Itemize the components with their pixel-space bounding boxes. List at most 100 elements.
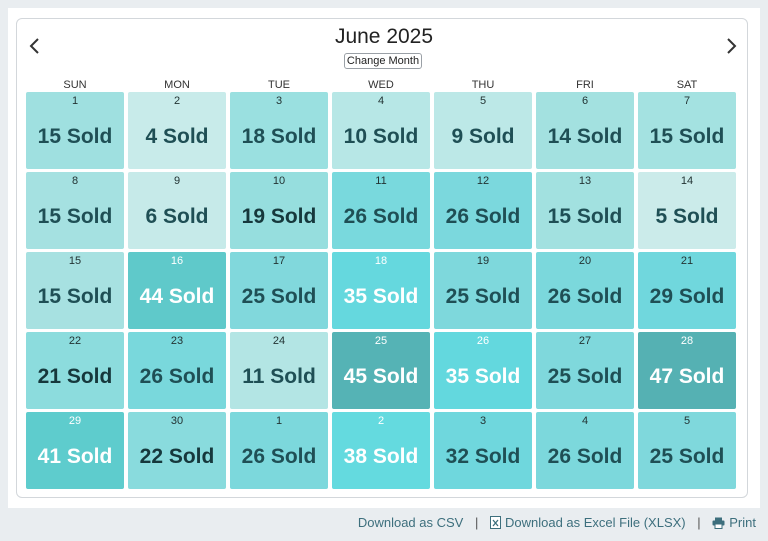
sold-count: 26 Sold bbox=[241, 445, 317, 468]
day-cell[interactable]: 15 15 Sold bbox=[26, 252, 124, 329]
sold-count: 15 Sold bbox=[37, 125, 113, 148]
sold-count: 26 Sold bbox=[445, 205, 521, 228]
download-xlsx-label: Download as Excel File (XLSX) bbox=[504, 515, 686, 530]
sold-count: 21 Sold bbox=[37, 365, 113, 388]
sold-count: 15 Sold bbox=[649, 125, 725, 148]
day-number: 6 bbox=[581, 95, 589, 107]
day-number: 13 bbox=[578, 175, 592, 187]
printer-icon bbox=[712, 517, 725, 529]
day-number: 7 bbox=[683, 95, 691, 107]
day-number: 4 bbox=[377, 95, 385, 107]
day-number: 15 bbox=[68, 255, 82, 267]
day-cell[interactable]: 24 11 Sold bbox=[230, 332, 328, 409]
day-cell[interactable]: 22 21 Sold bbox=[26, 332, 124, 409]
day-cell[interactable]: 12 26 Sold bbox=[434, 172, 532, 249]
day-cell[interactable]: 28 47 Sold bbox=[638, 332, 736, 409]
day-cell[interactable]: 4 10 Sold bbox=[332, 92, 430, 169]
weekday-label: SUN bbox=[63, 79, 87, 91]
day-cell[interactable]: 23 26 Sold bbox=[128, 332, 226, 409]
day-number: 3 bbox=[275, 95, 283, 107]
weekday-label: WED bbox=[368, 79, 394, 91]
day-cell[interactable]: 1 15 Sold bbox=[26, 92, 124, 169]
day-number: 29 bbox=[68, 415, 82, 427]
weekday-label: SAT bbox=[676, 79, 698, 91]
print-link[interactable]: Print bbox=[712, 515, 756, 530]
day-cell[interactable]: 30 22 Sold bbox=[128, 412, 226, 489]
day-number: 22 bbox=[68, 335, 82, 347]
print-label: Print bbox=[729, 515, 756, 530]
day-cell[interactable]: 19 25 Sold bbox=[434, 252, 532, 329]
sold-count: 15 Sold bbox=[547, 205, 623, 228]
day-number: 1 bbox=[275, 415, 283, 427]
day-cell[interactable]: 3 18 Sold bbox=[230, 92, 328, 169]
day-cell[interactable]: 2 4 Sold bbox=[128, 92, 226, 169]
next-month-button[interactable] bbox=[723, 36, 739, 56]
day-cell[interactable]: 4 26 Sold bbox=[536, 412, 634, 489]
day-number: 23 bbox=[170, 335, 184, 347]
sold-count: 32 Sold bbox=[445, 445, 521, 468]
chevron-right-icon bbox=[727, 38, 737, 54]
day-number: 24 bbox=[272, 335, 286, 347]
sold-count: 15 Sold bbox=[37, 205, 113, 228]
day-cell[interactable]: 2 38 Sold bbox=[332, 412, 430, 489]
download-csv-link[interactable]: Download as CSV bbox=[357, 515, 464, 530]
export-toolbar: Download as CSV | Download as Excel File… bbox=[358, 514, 756, 532]
weekday-label: MON bbox=[164, 79, 190, 91]
day-number: 10 bbox=[272, 175, 286, 187]
day-cell[interactable]: 11 26 Sold bbox=[332, 172, 430, 249]
weekday-label: TUE bbox=[268, 79, 290, 91]
day-cell[interactable]: 25 45 Sold bbox=[332, 332, 430, 409]
weekday-label: THU bbox=[471, 79, 495, 91]
day-cell[interactable]: 21 29 Sold bbox=[638, 252, 736, 329]
day-number: 11 bbox=[375, 175, 387, 187]
day-cell[interactable]: 13 15 Sold bbox=[536, 172, 634, 249]
sold-count: 45 Sold bbox=[343, 365, 419, 388]
day-number: 2 bbox=[377, 415, 385, 427]
day-cell[interactable]: 14 5 Sold bbox=[638, 172, 736, 249]
day-cell[interactable]: 29 41 Sold bbox=[26, 412, 124, 489]
sold-count: 22 Sold bbox=[139, 445, 215, 468]
day-number: 9 bbox=[173, 175, 181, 187]
change-month-button[interactable]: Change Month bbox=[344, 53, 422, 69]
download-xlsx-link[interactable]: Download as Excel File (XLSX) bbox=[489, 515, 686, 530]
day-cell[interactable]: 5 25 Sold bbox=[638, 412, 736, 489]
chevron-left-icon bbox=[29, 38, 39, 54]
day-number: 5 bbox=[683, 415, 691, 427]
sold-count: 25 Sold bbox=[547, 365, 623, 388]
sold-count: 5 Sold bbox=[655, 205, 719, 228]
day-number: 30 bbox=[170, 415, 184, 427]
day-number: 16 bbox=[170, 255, 184, 267]
sold-count: 26 Sold bbox=[139, 365, 215, 388]
sold-count: 18 Sold bbox=[241, 125, 317, 148]
sold-count: 10 Sold bbox=[343, 125, 419, 148]
day-cell[interactable]: 5 9 Sold bbox=[434, 92, 532, 169]
day-cell[interactable]: 20 26 Sold bbox=[536, 252, 634, 329]
day-number: 8 bbox=[71, 175, 79, 187]
sold-count: 14 Sold bbox=[547, 125, 623, 148]
day-cell[interactable]: 17 25 Sold bbox=[230, 252, 328, 329]
day-cell[interactable]: 6 14 Sold bbox=[536, 92, 634, 169]
day-number: 21 bbox=[680, 255, 694, 267]
day-number: 27 bbox=[578, 335, 592, 347]
day-cell[interactable]: 1 26 Sold bbox=[230, 412, 328, 489]
day-cell[interactable]: 10 19 Sold bbox=[230, 172, 328, 249]
sold-count: 4 Sold bbox=[145, 125, 209, 148]
sold-count: 9 Sold bbox=[451, 125, 515, 148]
day-cell[interactable]: 7 15 Sold bbox=[638, 92, 736, 169]
day-cell[interactable]: 26 35 Sold bbox=[434, 332, 532, 409]
previous-month-button[interactable] bbox=[27, 36, 43, 56]
day-cell[interactable]: 27 25 Sold bbox=[536, 332, 634, 409]
day-number: 5 bbox=[479, 95, 487, 107]
sold-count: 25 Sold bbox=[649, 445, 725, 468]
day-number: 28 bbox=[680, 335, 694, 347]
month-title: June 2025 bbox=[334, 25, 434, 48]
day-cell[interactable]: 9 6 Sold bbox=[128, 172, 226, 249]
day-cell[interactable]: 16 44 Sold bbox=[128, 252, 226, 329]
sold-count: 6 Sold bbox=[145, 205, 209, 228]
day-cell[interactable]: 18 35 Sold bbox=[332, 252, 430, 329]
day-cell[interactable]: 3 32 Sold bbox=[434, 412, 532, 489]
day-number: 14 bbox=[680, 175, 694, 187]
day-cell[interactable]: 8 15 Sold bbox=[26, 172, 124, 249]
day-number: 2 bbox=[173, 95, 181, 107]
sold-count: 15 Sold bbox=[37, 285, 113, 308]
